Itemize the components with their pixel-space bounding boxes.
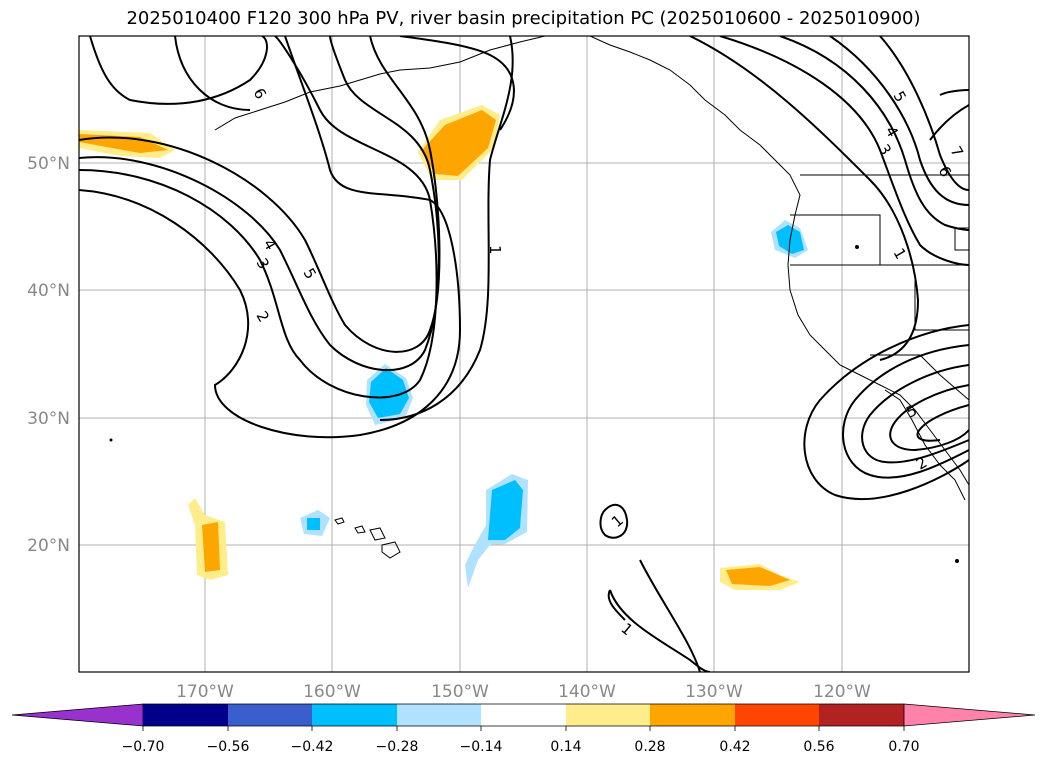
lon-label-160w: 160°W	[303, 682, 361, 702]
gridlines	[79, 36, 969, 672]
colorbar-tick-label: 0.28	[634, 739, 665, 755]
colorbar-extend-left	[11, 703, 144, 727]
lon-label-120w: 120°W	[813, 682, 871, 702]
colorbar-tick-label: −0.42	[291, 739, 334, 755]
colorbar-segment	[819, 704, 904, 726]
colorbar-tick-label: 0.42	[719, 739, 750, 755]
colorbar-segment	[228, 704, 312, 726]
colorbar-segment	[481, 704, 566, 726]
lon-label-130w: 130°W	[685, 682, 743, 702]
map-border	[78, 35, 970, 673]
map-title: 2025010400 F120 300 hPa PV, river basin …	[126, 8, 921, 29]
contour-label: 1	[486, 245, 504, 255]
colorbar-extend-right	[903, 703, 1036, 727]
lat-labels: 50°N 40°N 30°N 20°N	[27, 154, 70, 556]
colorbar-segment	[650, 704, 735, 726]
colorbar: −0.70 −0.56 −0.42 −0.28 −0.14 0.14 0.28 …	[11, 703, 1036, 755]
colorbar-tick-label: −0.14	[460, 739, 503, 755]
lon-label-170w: 170°W	[176, 682, 234, 702]
colorbar-segment	[397, 704, 481, 726]
lon-labels: 170°W 160°W 150°W 140°W 130°W 120°W	[176, 682, 871, 702]
colorbar-tick-label: 0.14	[550, 739, 581, 755]
colorbar-tick-label: −0.28	[376, 739, 419, 755]
colorbar-segment	[566, 704, 650, 726]
precip-shading	[79, 105, 808, 590]
lat-label-30n: 30°N	[27, 409, 70, 429]
colorbar-segment	[312, 704, 397, 726]
colorbar-tick-label: 0.56	[803, 739, 834, 755]
lon-label-140w: 140°W	[558, 682, 616, 702]
pv-contours	[79, 36, 969, 672]
colorbar-segment	[735, 704, 819, 726]
lat-label-20n: 20°N	[27, 536, 70, 556]
colorbar-tick-label: −0.56	[207, 739, 250, 755]
lon-label-150w: 150°W	[431, 682, 489, 702]
colorbar-tick-label: −0.70	[122, 739, 165, 755]
lat-label-40n: 40°N	[27, 281, 70, 301]
lat-label-50n: 50°N	[27, 154, 70, 174]
colorbar-segment	[143, 704, 228, 726]
colorbar-tick-label: 0.70	[888, 739, 919, 755]
